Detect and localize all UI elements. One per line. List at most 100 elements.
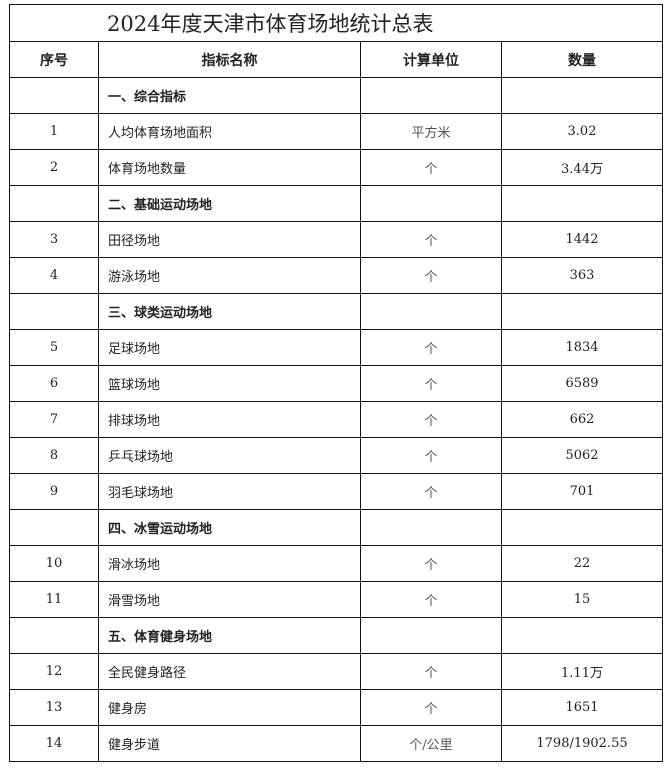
- table-row: 14 健身步道 个/公里 1798/1902.55: [9, 725, 664, 762]
- row-number: [9, 509, 99, 546]
- section-row: 三、球类运动场地: [9, 293, 664, 330]
- table-row: 10 滑冰场地个 22: [9, 545, 664, 582]
- row-name: 滑冰场地: [98, 545, 361, 582]
- row-unit: [360, 77, 502, 114]
- row-name: 体育场地数量: [98, 149, 361, 186]
- stats-table: 2024年度天津市体育场地统计总表 序号 指标名称 计算单位 数量 一、综合指标…: [8, 4, 664, 762]
- section-row: 四、冰雪运动场地: [9, 509, 664, 546]
- row-name: 健身步道: [98, 725, 361, 762]
- row-value: 1442: [500, 221, 664, 258]
- row-number: [9, 617, 99, 654]
- row-name: 一、综合指标: [98, 77, 361, 114]
- row-value: 3.02: [500, 113, 664, 150]
- section-row: 五、体育健身场地: [9, 617, 664, 654]
- row-value: [500, 77, 664, 114]
- row-number: 7: [9, 401, 99, 438]
- row-unit: [360, 617, 502, 654]
- row-number: [9, 293, 99, 330]
- header-row: 序号 指标名称 计算单位 数量: [9, 41, 664, 78]
- row-number: 13: [9, 689, 99, 726]
- row-value: 1834: [500, 329, 664, 366]
- row-unit: 个: [360, 149, 502, 186]
- row-unit: [360, 185, 502, 222]
- table-title: 2024年度天津市体育场地统计总表: [8, 4, 664, 42]
- row-unit: [360, 293, 502, 330]
- row-unit: 个: [360, 401, 502, 438]
- row-value: 15: [500, 581, 664, 618]
- table-row: 9 羽毛球场地个 701: [9, 473, 664, 510]
- row-name: 足球场地: [98, 329, 361, 366]
- row-unit: 个: [360, 257, 502, 294]
- header-no: 序号: [9, 41, 99, 78]
- row-number: 6: [9, 365, 99, 402]
- row-unit: [360, 509, 502, 546]
- row-name: 人均体育场地面积: [98, 113, 361, 150]
- row-value: [500, 617, 664, 654]
- row-unit: 个: [360, 365, 502, 402]
- row-number: 8: [9, 437, 99, 474]
- table-row: 7 排球场地个 662: [9, 401, 664, 438]
- row-value: 1.11万: [500, 653, 664, 690]
- row-unit: 个: [360, 221, 502, 258]
- table-row: 3 田径场地个 1442: [9, 221, 664, 258]
- row-unit: 个: [360, 653, 502, 690]
- section-row: 二、基础运动场地: [9, 185, 664, 222]
- row-name: 乒乓球场地: [98, 437, 361, 474]
- row-name: 健身房: [98, 689, 361, 726]
- header-value: 数量: [500, 41, 664, 78]
- row-unit: 个: [360, 437, 502, 474]
- row-value: 363: [500, 257, 664, 294]
- table-row: 6 篮球场地个 6589: [9, 365, 664, 402]
- header-name: 指标名称: [98, 41, 361, 78]
- row-unit: 平方米: [360, 113, 502, 150]
- section-row: 一、综合指标: [9, 77, 664, 114]
- row-unit: 个: [360, 689, 502, 726]
- row-number: 1: [9, 113, 99, 150]
- row-number: 9: [9, 473, 99, 510]
- row-name: 四、冰雪运动场地: [98, 509, 361, 546]
- row-value: [500, 293, 664, 330]
- table-row: 11 滑雪场地个 15: [9, 581, 664, 618]
- row-name: 三、球类运动场地: [98, 293, 361, 330]
- table-row: 4 游泳场地个 363: [9, 257, 664, 294]
- row-value: 22: [500, 545, 664, 582]
- row-number: 4: [9, 257, 99, 294]
- row-name: 二、基础运动场地: [98, 185, 361, 222]
- header-unit: 计算单位: [360, 41, 502, 78]
- row-unit: 个: [360, 545, 502, 582]
- row-number: 11: [9, 581, 99, 618]
- row-name: 羽毛球场地: [98, 473, 361, 510]
- row-number: 10: [9, 545, 99, 582]
- table-row: 13 健身房个 1651: [9, 689, 664, 726]
- table-row: 12 全民健身路径个 1.11万: [9, 653, 664, 690]
- row-number: 14: [9, 725, 99, 762]
- row-value: 6589: [500, 365, 664, 402]
- row-value: 3.44万: [500, 149, 664, 186]
- row-value: 1651: [500, 689, 664, 726]
- table-row: 5 足球场地个 1834: [9, 329, 664, 366]
- row-name: 田径场地: [98, 221, 361, 258]
- row-unit: 个/公里: [360, 725, 502, 762]
- row-number: 5: [9, 329, 99, 366]
- row-name: 全民健身路径: [98, 653, 361, 690]
- row-number: 3: [9, 221, 99, 258]
- row-number: [9, 77, 99, 114]
- row-unit: 个: [360, 473, 502, 510]
- row-value: 662: [500, 401, 664, 438]
- row-value: 5062: [500, 437, 664, 474]
- row-unit: 个: [360, 329, 502, 366]
- row-value: 1798/1902.55: [500, 725, 664, 762]
- table-row: 1 人均体育场地面积 平方米 3.02: [9, 113, 664, 150]
- row-name: 篮球场地: [98, 365, 361, 402]
- row-name: 排球场地: [98, 401, 361, 438]
- row-unit: 个: [360, 581, 502, 618]
- table-row: 8 乒乓球场地个 5062: [9, 437, 664, 474]
- row-number: 2: [9, 149, 99, 186]
- row-name: 五、体育健身场地: [98, 617, 361, 654]
- row-value: 701: [500, 473, 664, 510]
- row-value: [500, 509, 664, 546]
- row-number: 12: [9, 653, 99, 690]
- row-value: [500, 185, 664, 222]
- row-name: 游泳场地: [98, 257, 361, 294]
- table-row: 2 体育场地数量个 3.44万: [9, 149, 664, 186]
